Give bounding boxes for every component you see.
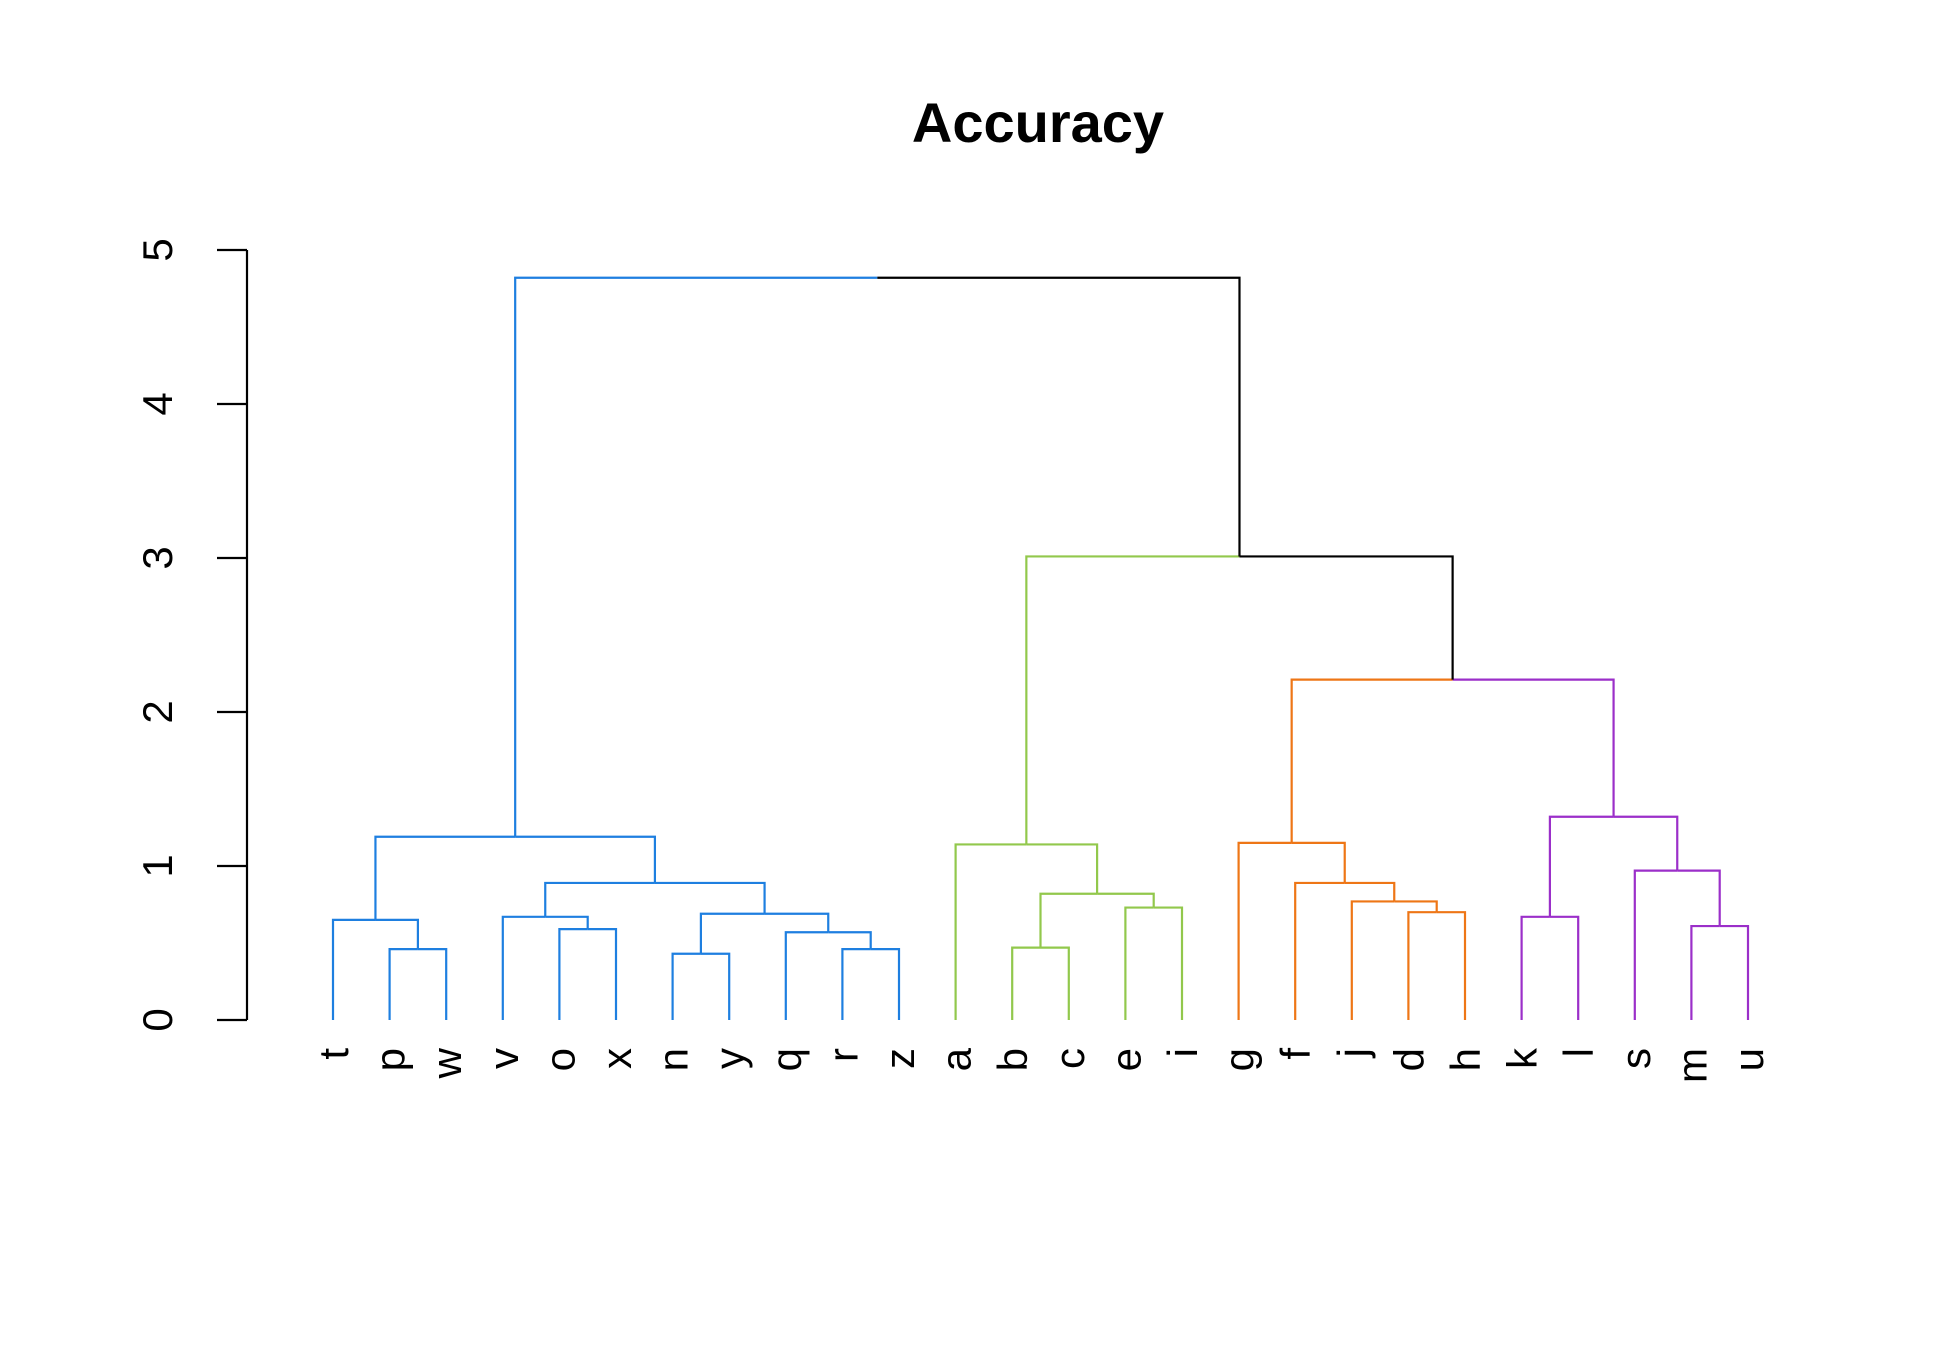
merge-ox-left	[558, 928, 588, 1020]
merge-abceigfjdhklsmu-right	[1239, 555, 1454, 680]
merge-tpwvoxnyqrzabceigfjdhklsmu-right	[877, 276, 1241, 557]
dendrogram-tree	[331, 276, 1750, 1020]
leaf-label-h: h	[1442, 1048, 1489, 1071]
leaf-label-y: y	[706, 1048, 753, 1069]
merge-kl-right	[1549, 915, 1580, 1020]
y-tick-label: 4	[134, 392, 181, 415]
leaf-label-t: t	[310, 1048, 357, 1060]
leaf-label-x: x	[593, 1048, 640, 1069]
leaf-label-z: z	[876, 1048, 923, 1069]
merge-bcei-right	[1097, 892, 1155, 908]
merge-gfjdh-left	[1237, 841, 1292, 1020]
leaf-label-o: o	[536, 1048, 583, 1071]
leaf-label-m: m	[1668, 1048, 1715, 1083]
y-tick-label: 5	[134, 238, 181, 261]
leaf-label-b: b	[989, 1048, 1036, 1071]
merge-jdh-right	[1394, 900, 1438, 913]
merge-tpwvoxnyqrz-right	[515, 835, 657, 883]
leaf-label-s: s	[1612, 1048, 1659, 1069]
merge-ny-left	[671, 952, 701, 1020]
merge-ei-right	[1153, 906, 1184, 1020]
merge-klsmu-left	[1548, 815, 1614, 917]
merge-abcei-right	[1026, 843, 1099, 894]
merge-qrz-left	[784, 931, 829, 1020]
merge-vox-right	[545, 915, 589, 930]
merge-tpwvoxnyqrzabceigfjdhklsmu-left	[514, 276, 878, 837]
merge-mu-right	[1719, 924, 1750, 1020]
merge-fjdh-left	[1294, 881, 1345, 1020]
merge-tpwvoxnyqrz-left	[374, 835, 516, 920]
merge-bcei-left	[1039, 892, 1098, 948]
merge-tpw-left	[331, 918, 376, 1020]
y-tick-label: 1	[134, 854, 181, 877]
merge-ny-right	[700, 952, 731, 1020]
merge-qrz-right	[828, 931, 872, 950]
leaf-label-e: e	[1102, 1048, 1149, 1071]
merge-pw-right	[417, 948, 448, 1020]
merge-klsmu-right	[1613, 815, 1679, 871]
leaf-label-n: n	[650, 1048, 697, 1071]
leaf-label-j: j	[1329, 1048, 1376, 1059]
merge-abcei-left	[954, 843, 1027, 1020]
leaf-label-w: w	[423, 1047, 470, 1079]
leaf-label-d: d	[1385, 1048, 1432, 1071]
merge-bc-left	[1011, 946, 1041, 1020]
merge-voxnyqrz-left	[544, 881, 655, 917]
y-tick-label: 2	[134, 700, 181, 723]
leaf-label-a: a	[933, 1047, 980, 1071]
merge-pw-left	[388, 948, 418, 1020]
leaf-label-g: g	[1216, 1048, 1263, 1071]
leaf-label-r: r	[819, 1048, 866, 1062]
merge-tpw-right	[375, 918, 419, 950]
leaf-label-k: k	[1499, 1047, 1546, 1069]
leaf-label-v: v	[480, 1048, 527, 1069]
merge-kl-left	[1520, 915, 1550, 1020]
merge-jdh-left	[1350, 900, 1395, 1020]
merge-ei-left	[1124, 906, 1154, 1020]
merge-smu-right	[1677, 869, 1721, 927]
merge-voxnyqrz-right	[654, 881, 766, 914]
merge-nyqrz-left	[699, 912, 765, 954]
y-axis: 0 1 2 3 4 5	[134, 238, 249, 1032]
merge-smu-left	[1633, 869, 1678, 1020]
y-tick-label: 0	[134, 1008, 181, 1031]
merge-gfjdhklsmu-left	[1290, 678, 1453, 843]
merge-fjdh-right	[1344, 881, 1396, 902]
merge-rz-left	[841, 948, 871, 1020]
merge-vox-left	[501, 915, 546, 1020]
leaf-label-c: c	[1046, 1048, 1093, 1069]
merge-dh-right	[1436, 911, 1467, 1020]
leaf-label-l: l	[1555, 1048, 1602, 1057]
merge-gfjdhklsmu-right	[1452, 678, 1615, 817]
merge-rz-right	[870, 948, 901, 1020]
merge-gfjdh-right	[1291, 841, 1346, 883]
chart-title: Accuracy	[912, 91, 1164, 154]
merge-abceigfjdhklsmu-left	[1025, 555, 1240, 845]
leaf-label-p: p	[367, 1048, 414, 1071]
merge-mu-left	[1690, 924, 1720, 1020]
merge-ox-right	[587, 928, 618, 1020]
y-tick-label: 3	[134, 546, 181, 569]
merge-bc-right	[1040, 946, 1070, 1020]
merge-nyqrz-right	[764, 912, 830, 933]
leaf-label-q: q	[763, 1048, 810, 1071]
merge-dh-left	[1407, 911, 1437, 1020]
leaf-label-i: i	[1159, 1048, 1206, 1057]
leaf-label-f: f	[1272, 1048, 1319, 1060]
leaf-label-u: u	[1725, 1048, 1772, 1071]
